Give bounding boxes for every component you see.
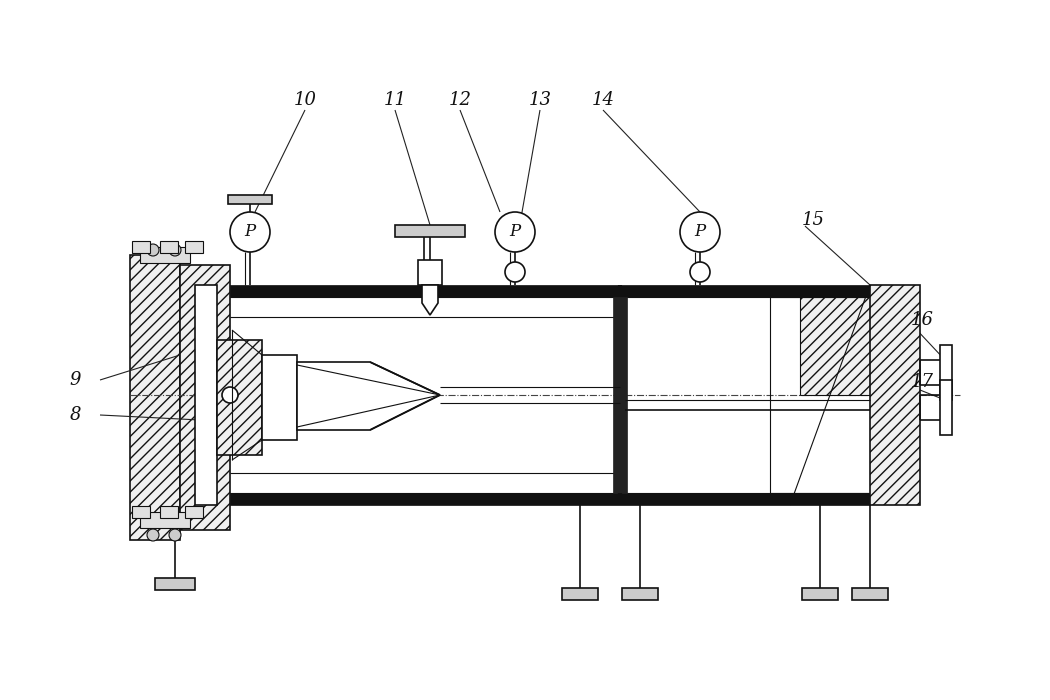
Text: P: P: [694, 223, 706, 241]
Polygon shape: [422, 285, 438, 315]
Text: 8: 8: [69, 406, 81, 424]
Circle shape: [505, 262, 525, 282]
Text: 9: 9: [69, 371, 81, 389]
Bar: [160, 506, 178, 518]
Bar: [940, 345, 952, 400]
Text: 14: 14: [591, 91, 614, 109]
Bar: [185, 506, 203, 518]
Circle shape: [169, 244, 181, 256]
Bar: [870, 285, 920, 505]
Bar: [802, 588, 838, 600]
Bar: [155, 578, 195, 590]
Text: 13: 13: [528, 91, 551, 109]
Text: 17: 17: [910, 373, 933, 391]
Polygon shape: [297, 362, 440, 430]
Bar: [262, 355, 297, 440]
Text: 12: 12: [448, 91, 471, 109]
Circle shape: [169, 529, 181, 541]
Circle shape: [147, 244, 159, 256]
Bar: [160, 241, 178, 253]
Text: P: P: [509, 223, 521, 241]
Bar: [562, 588, 598, 600]
Circle shape: [495, 212, 536, 252]
Bar: [228, 195, 272, 204]
Circle shape: [147, 529, 159, 541]
Text: P: P: [245, 223, 255, 241]
Circle shape: [690, 262, 710, 282]
Bar: [622, 588, 658, 600]
Text: 10: 10: [294, 91, 316, 109]
Bar: [195, 285, 217, 505]
Text: 11: 11: [383, 91, 406, 109]
Bar: [217, 340, 262, 455]
Bar: [613, 297, 627, 493]
Bar: [230, 285, 870, 297]
Bar: [800, 297, 870, 395]
Text: 15: 15: [801, 211, 824, 229]
Bar: [132, 241, 150, 253]
Circle shape: [230, 212, 270, 252]
Bar: [140, 512, 190, 528]
Bar: [418, 260, 442, 285]
Bar: [940, 380, 952, 435]
Bar: [130, 255, 180, 540]
Bar: [185, 241, 203, 253]
Bar: [852, 588, 888, 600]
Circle shape: [222, 387, 238, 403]
Bar: [132, 506, 150, 518]
Circle shape: [680, 212, 720, 252]
Text: 16: 16: [910, 311, 933, 329]
Bar: [180, 265, 230, 530]
Bar: [140, 247, 190, 263]
Bar: [230, 493, 870, 505]
Bar: [395, 225, 465, 237]
